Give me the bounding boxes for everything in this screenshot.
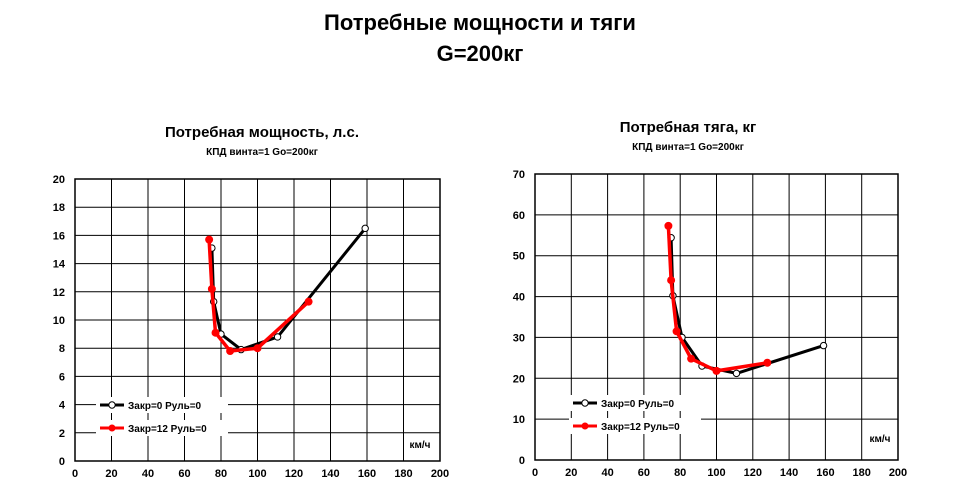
data-point <box>205 235 214 244</box>
x-tick-label: 160 <box>358 468 376 480</box>
legend: Закр=0 Руль=0 Закр=12 Руль=0 <box>96 397 228 436</box>
data-point <box>304 297 313 306</box>
y-tick-label: 18 <box>53 202 65 214</box>
y-tick-label: 16 <box>53 230 65 242</box>
chart-subtitle: КПД винта=1 Go=200кг <box>206 147 318 158</box>
y-tick-label: 4 <box>59 400 66 412</box>
data-point <box>207 284 216 293</box>
data-point <box>672 327 681 336</box>
y-tick-label: 12 <box>53 287 65 299</box>
y-tick-label: 8 <box>59 343 65 355</box>
x-tick-label: 40 <box>142 468 154 480</box>
data-point <box>211 328 220 337</box>
y-tick-label: 6 <box>59 371 65 383</box>
legend-label: Закр=12 Руль=0 <box>128 424 207 435</box>
x-tick-label: 0 <box>532 467 538 479</box>
series-flaps-0 <box>208 224 369 354</box>
x-tick-label: 140 <box>321 468 339 480</box>
legend: Закр=0 Руль=0 Закр=12 Руль=0 <box>569 395 701 434</box>
series-line <box>666 224 770 373</box>
legend-background <box>96 420 228 436</box>
chart-title: Потребная мощность, л.с. <box>165 124 359 141</box>
y-tick-label: 40 <box>513 292 525 304</box>
legend-marker <box>581 422 589 430</box>
data-point <box>226 347 235 356</box>
y-tick-label: 30 <box>513 332 525 344</box>
x-tick-label: 120 <box>744 467 762 479</box>
legend-label: Закр=0 Руль=0 <box>128 401 202 412</box>
legend-background <box>569 395 701 411</box>
y-tick-label: 70 <box>513 169 525 181</box>
x-tick-label: 0 <box>72 468 78 480</box>
x-tick-label: 80 <box>674 467 686 479</box>
y-tick-label: 20 <box>513 373 525 385</box>
x-tick-label: 180 <box>394 468 412 480</box>
x-tick-label: 20 <box>105 468 117 480</box>
plot-frame <box>534 173 899 461</box>
legend-background <box>569 418 701 434</box>
y-tick-label: 0 <box>59 456 65 468</box>
x-axis-unit-label: км/ч <box>410 440 431 451</box>
legend-marker <box>108 401 116 409</box>
x-tick-label: 200 <box>889 467 907 479</box>
data-point <box>687 354 696 363</box>
data-point <box>253 344 262 353</box>
legend-label: Закр=0 Руль=0 <box>601 399 675 410</box>
series-line <box>210 226 367 352</box>
thrust-chart: Потребная тяга, кг КПД винта=1 Go=200кг 0 2… <box>513 119 907 479</box>
grid <box>534 173 899 461</box>
data-point <box>664 221 673 230</box>
x-tick-label: 100 <box>707 467 725 479</box>
series-flaps-12 <box>664 221 772 375</box>
grid <box>74 178 441 462</box>
plot-frame <box>74 178 441 462</box>
x-axis-unit-label: км/ч <box>870 434 891 445</box>
legend-background <box>96 397 228 413</box>
x-tick-label: 100 <box>248 468 266 480</box>
data-point <box>361 224 369 233</box>
x-tick-label: 180 <box>853 467 871 479</box>
data-point <box>819 341 828 350</box>
y-tick-label: 10 <box>513 414 525 426</box>
data-point <box>763 358 772 367</box>
y-tick-label: 0 <box>519 455 525 467</box>
x-tick-label: 140 <box>780 467 798 479</box>
power-chart: Потребная мощность, л.с. КПД винта=1 Go=2… <box>53 124 449 480</box>
data-point <box>273 333 282 341</box>
chart-subtitle: КПД винта=1 Go=200кг <box>632 142 744 153</box>
y-tick-label: 60 <box>513 210 525 222</box>
x-tick-label: 20 <box>565 467 577 479</box>
legend-marker <box>581 399 589 407</box>
legend-label: Закр=12 Руль=0 <box>601 422 680 433</box>
x-tick-label: 80 <box>215 468 227 480</box>
x-tick-label: 160 <box>816 467 834 479</box>
legend-marker <box>108 424 116 432</box>
data-point <box>712 366 721 375</box>
series-flaps-12 <box>205 235 313 356</box>
x-tick-label: 120 <box>285 468 303 480</box>
x-tick-label: 60 <box>638 467 650 479</box>
y-tick-label: 2 <box>59 428 65 440</box>
x-tick-label: 60 <box>178 468 190 480</box>
series-line <box>207 237 311 353</box>
data-point <box>732 369 741 378</box>
series-line <box>669 236 826 375</box>
y-tick-label: 10 <box>53 315 65 327</box>
figure-title: Потребные мощности и тяги <box>324 10 636 35</box>
x-tick-label: 200 <box>431 468 449 480</box>
x-tick-label: 40 <box>601 467 613 479</box>
y-tick-label: 50 <box>513 251 525 263</box>
y-tick-label: 20 <box>53 174 65 186</box>
figure-subtitle: G=200кг <box>437 41 524 66</box>
data-point <box>667 276 676 285</box>
chart-title: Потребная тяга, кг <box>620 119 757 136</box>
y-tick-label: 14 <box>53 259 66 271</box>
